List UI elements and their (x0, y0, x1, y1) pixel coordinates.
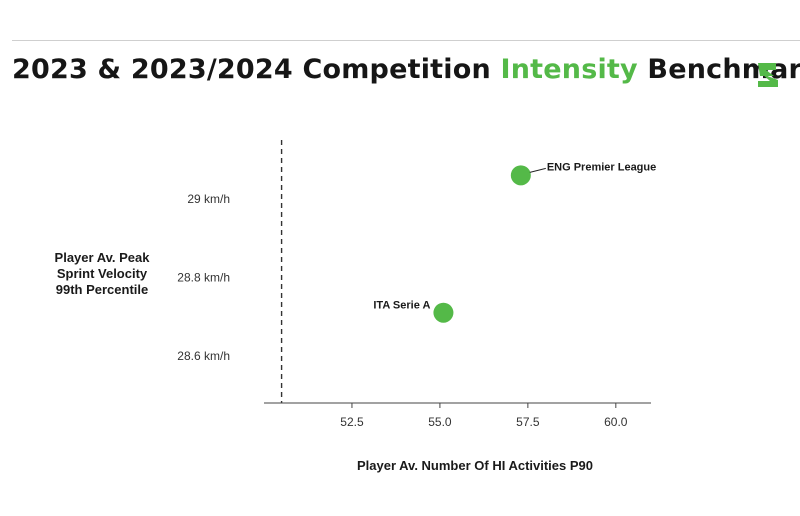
x-tick-label: 55.0 (428, 415, 452, 429)
x-axis-label: Player Av. Number Of HI Activities P90 (356, 458, 593, 473)
data-point (510, 165, 531, 186)
x-tick-label: 57.5 (516, 415, 540, 429)
point-label-leader (529, 167, 546, 173)
y-tick-label: 29 km/h (187, 192, 230, 206)
s-bolt-logo (758, 63, 778, 87)
x-tick-label: 60.0 (604, 415, 628, 429)
point-label: ENG Premier League (547, 161, 656, 173)
header-divider (12, 40, 800, 41)
title-accent-word: Intensity (500, 54, 638, 85)
logo-lower-stroke (758, 74, 778, 87)
y-axis-label-line-3: 99th Percentile (55, 282, 149, 297)
y-axis-label-line-2: Sprint Velocity (56, 266, 148, 281)
title-part-1: 2023 & 2023/2024 Competition (12, 54, 501, 85)
data-point (433, 302, 454, 323)
y-axis-label: Player Av. Peak Sprint Velocity 99th Per… (32, 250, 172, 298)
x-tick-label: 52.5 (340, 415, 364, 429)
y-tick-label: 28.8 km/h (177, 270, 230, 284)
logo-upper-stroke (758, 63, 776, 76)
page-title: 2023 & 2023/2024 Competition Intensity B… (12, 54, 800, 85)
y-tick-label: 28.6 km/h (177, 349, 230, 363)
point-label: ITA Serie A (373, 300, 430, 312)
y-axis-label-line-1: Player Av. Peak (54, 250, 150, 265)
